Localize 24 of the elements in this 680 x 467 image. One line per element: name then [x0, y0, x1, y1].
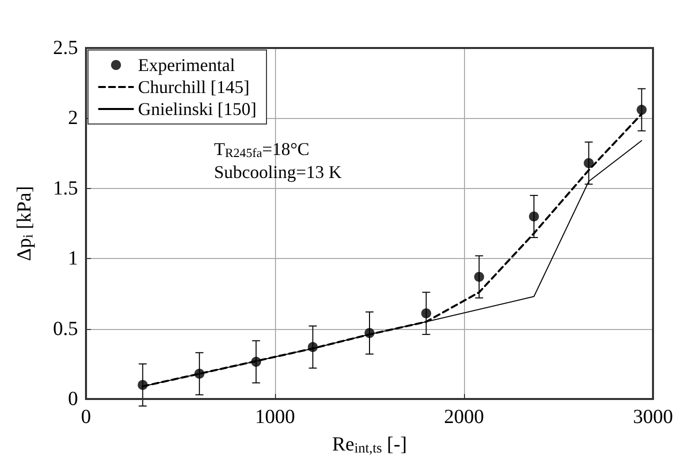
y-tick-label: 1: [68, 248, 78, 270]
legend-label: Gnielinski [150]: [138, 99, 256, 119]
y-axis-title: Δpi [kPa]: [14, 186, 36, 262]
annotation: Subcooling=13 K: [214, 162, 342, 182]
legend-label: Churchill [145]: [138, 77, 250, 97]
point: [194, 368, 204, 379]
y-tick-label: 0: [68, 388, 78, 410]
point: [528, 211, 539, 222]
point: [474, 272, 484, 282]
point: [138, 380, 148, 390]
y-tick-label: 2.5: [53, 37, 78, 59]
x-tick-label: 2000: [444, 406, 484, 428]
point: [364, 328, 374, 338]
legend-label: Experimental: [138, 55, 235, 75]
y-tick-label: 1.5: [53, 177, 78, 200]
x-tick-label: 3000: [633, 406, 673, 428]
point: [636, 104, 647, 115]
y-tick-label: 2: [68, 107, 78, 130]
point: [584, 158, 594, 168]
y-tick-label: 0.5: [53, 318, 78, 340]
point: [308, 342, 318, 352]
x-tick-label: 1000: [255, 406, 295, 428]
point: [251, 356, 262, 367]
point: [421, 308, 432, 318]
